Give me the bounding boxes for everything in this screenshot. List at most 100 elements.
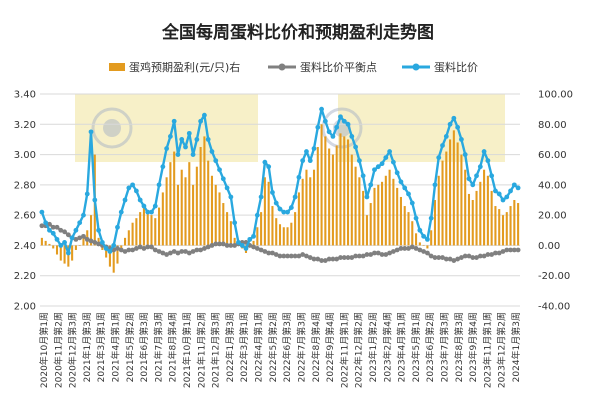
- left-tick-label: 2.40: [14, 241, 36, 252]
- legend-marker-ratio: [412, 63, 420, 71]
- profit-bar: [275, 218, 278, 246]
- balance-point-point: [126, 247, 132, 253]
- left-tick-label: 2.20: [14, 271, 36, 282]
- profit-bar: [362, 190, 365, 246]
- profit-bar: [498, 209, 501, 246]
- profit-bar: [44, 240, 47, 246]
- balance-point-point: [262, 249, 268, 254]
- egg-feed-ratio-point: [73, 227, 79, 233]
- balance-point-point: [462, 253, 468, 259]
- highlight-box-2022: [338, 94, 505, 162]
- balance-point-point: [307, 255, 313, 260]
- balance-point-point: [322, 258, 328, 263]
- profit-bar: [226, 212, 229, 246]
- x-tick-label: 2021年8月第4周: [167, 312, 179, 382]
- egg-feed-ratio-point: [345, 121, 351, 127]
- profit-bar: [297, 192, 300, 246]
- profit-bar: [210, 175, 214, 246]
- balance-point-point: [220, 241, 226, 247]
- egg-feed-ratio-point: [47, 227, 52, 233]
- egg-feed-ratio-point: [334, 124, 340, 130]
- profit-bar: [433, 200, 436, 246]
- right-tick-label: 80.00: [538, 120, 567, 131]
- balance-point-point: [368, 252, 374, 257]
- balance-point-point: [511, 247, 517, 253]
- profit-bar: [467, 193, 471, 246]
- right-tick-label: -40.00: [538, 302, 570, 313]
- profit-bar: [199, 147, 202, 246]
- egg-feed-ratio-point: [493, 188, 498, 194]
- egg-feed-ratio-point: [319, 106, 324, 112]
- series-lines: [39, 106, 521, 263]
- profit-bar: [229, 221, 232, 246]
- balance-point-point: [311, 256, 317, 262]
- egg-feed-ratio-point: [236, 240, 241, 245]
- left-tick-label: 3.00: [14, 150, 36, 161]
- balance-point-point: [81, 233, 86, 239]
- balance-point-point: [493, 250, 498, 256]
- egg-feed-ratio-point: [443, 134, 449, 139]
- x-tick-label: 2022年5月第2周: [267, 312, 279, 382]
- profit-bar: [158, 207, 161, 246]
- balance-point-point: [183, 249, 188, 254]
- x-tick-label: 2022年3月第1周: [238, 312, 250, 382]
- egg-feed-ratio-point: [322, 118, 328, 124]
- balance-point-point: [122, 249, 128, 254]
- egg-feed-ratio-point: [194, 137, 200, 142]
- balance-point-point: [171, 249, 177, 254]
- profit-bar: [396, 187, 399, 246]
- egg-feed-ratio-point: [489, 173, 495, 179]
- profit-bar: [176, 184, 179, 246]
- balance-point-point: [409, 244, 415, 250]
- egg-feed-ratio-point: [417, 227, 423, 233]
- profit-bar: [222, 203, 225, 246]
- balance-point-point: [50, 224, 56, 230]
- x-tick-label: 2023年4月第1周: [396, 312, 408, 382]
- chart-title: 全国每周蛋料比价和预期盈利走势图: [161, 22, 434, 43]
- egg-feed-ratio-point: [92, 197, 98, 203]
- egg-feed-ratio-point: [81, 212, 86, 218]
- egg-feed-ratio-point: [383, 155, 389, 161]
- profit-bars: [40, 124, 520, 273]
- egg-feed-ratio-point: [262, 159, 268, 165]
- profit-bar: [112, 245, 115, 273]
- balance-point-point: [443, 256, 449, 262]
- right-tick-label: 40.00: [538, 180, 567, 191]
- profit-bar: [369, 203, 372, 246]
- egg-feed-ratio-point: [296, 174, 302, 180]
- balance-point-point: [383, 252, 389, 257]
- balance-point-point: [436, 255, 442, 260]
- egg-feed-ratio-point: [485, 158, 491, 164]
- balance-point-point: [466, 253, 472, 259]
- egg-feed-ratio-point: [126, 185, 132, 191]
- balance-point-point: [304, 253, 309, 259]
- profit-bar: [135, 218, 138, 246]
- balance-point-point: [141, 246, 147, 251]
- balance-point-point: [379, 252, 385, 257]
- balance-point-point: [477, 253, 483, 259]
- balance-point-point: [228, 243, 234, 248]
- balance-point-point: [394, 247, 400, 253]
- x-tick-label: 2021年6月第3周: [138, 312, 150, 382]
- profit-bar: [184, 177, 187, 246]
- balance-point-point: [54, 224, 60, 230]
- egg-feed-ratio-point: [326, 129, 332, 135]
- balance-point-point: [96, 241, 101, 247]
- egg-feed-ratio-point: [65, 250, 71, 256]
- profit-bar: [377, 184, 380, 246]
- x-tick-label: 2023年1月第2周: [367, 312, 379, 382]
- legend: 蛋鸡预期盈利(元/只)右 蛋料比价平衡点 蛋料比价: [109, 60, 478, 74]
- profit-bar: [339, 133, 342, 246]
- profit-bar: [290, 222, 293, 246]
- egg-feed-ratio-point: [353, 144, 358, 150]
- profit-bar: [48, 243, 51, 246]
- balance-point-point: [254, 246, 260, 251]
- egg-feed-ratio-point: [508, 188, 513, 194]
- balance-point-point: [152, 247, 158, 253]
- balance-point-point: [285, 253, 290, 259]
- egg-feed-ratio-point: [421, 233, 427, 239]
- profit-bar: [214, 184, 217, 246]
- balance-point-point: [451, 258, 457, 263]
- legend-label-balance: 蛋料比价平衡点: [300, 60, 377, 74]
- profit-bar: [328, 148, 331, 246]
